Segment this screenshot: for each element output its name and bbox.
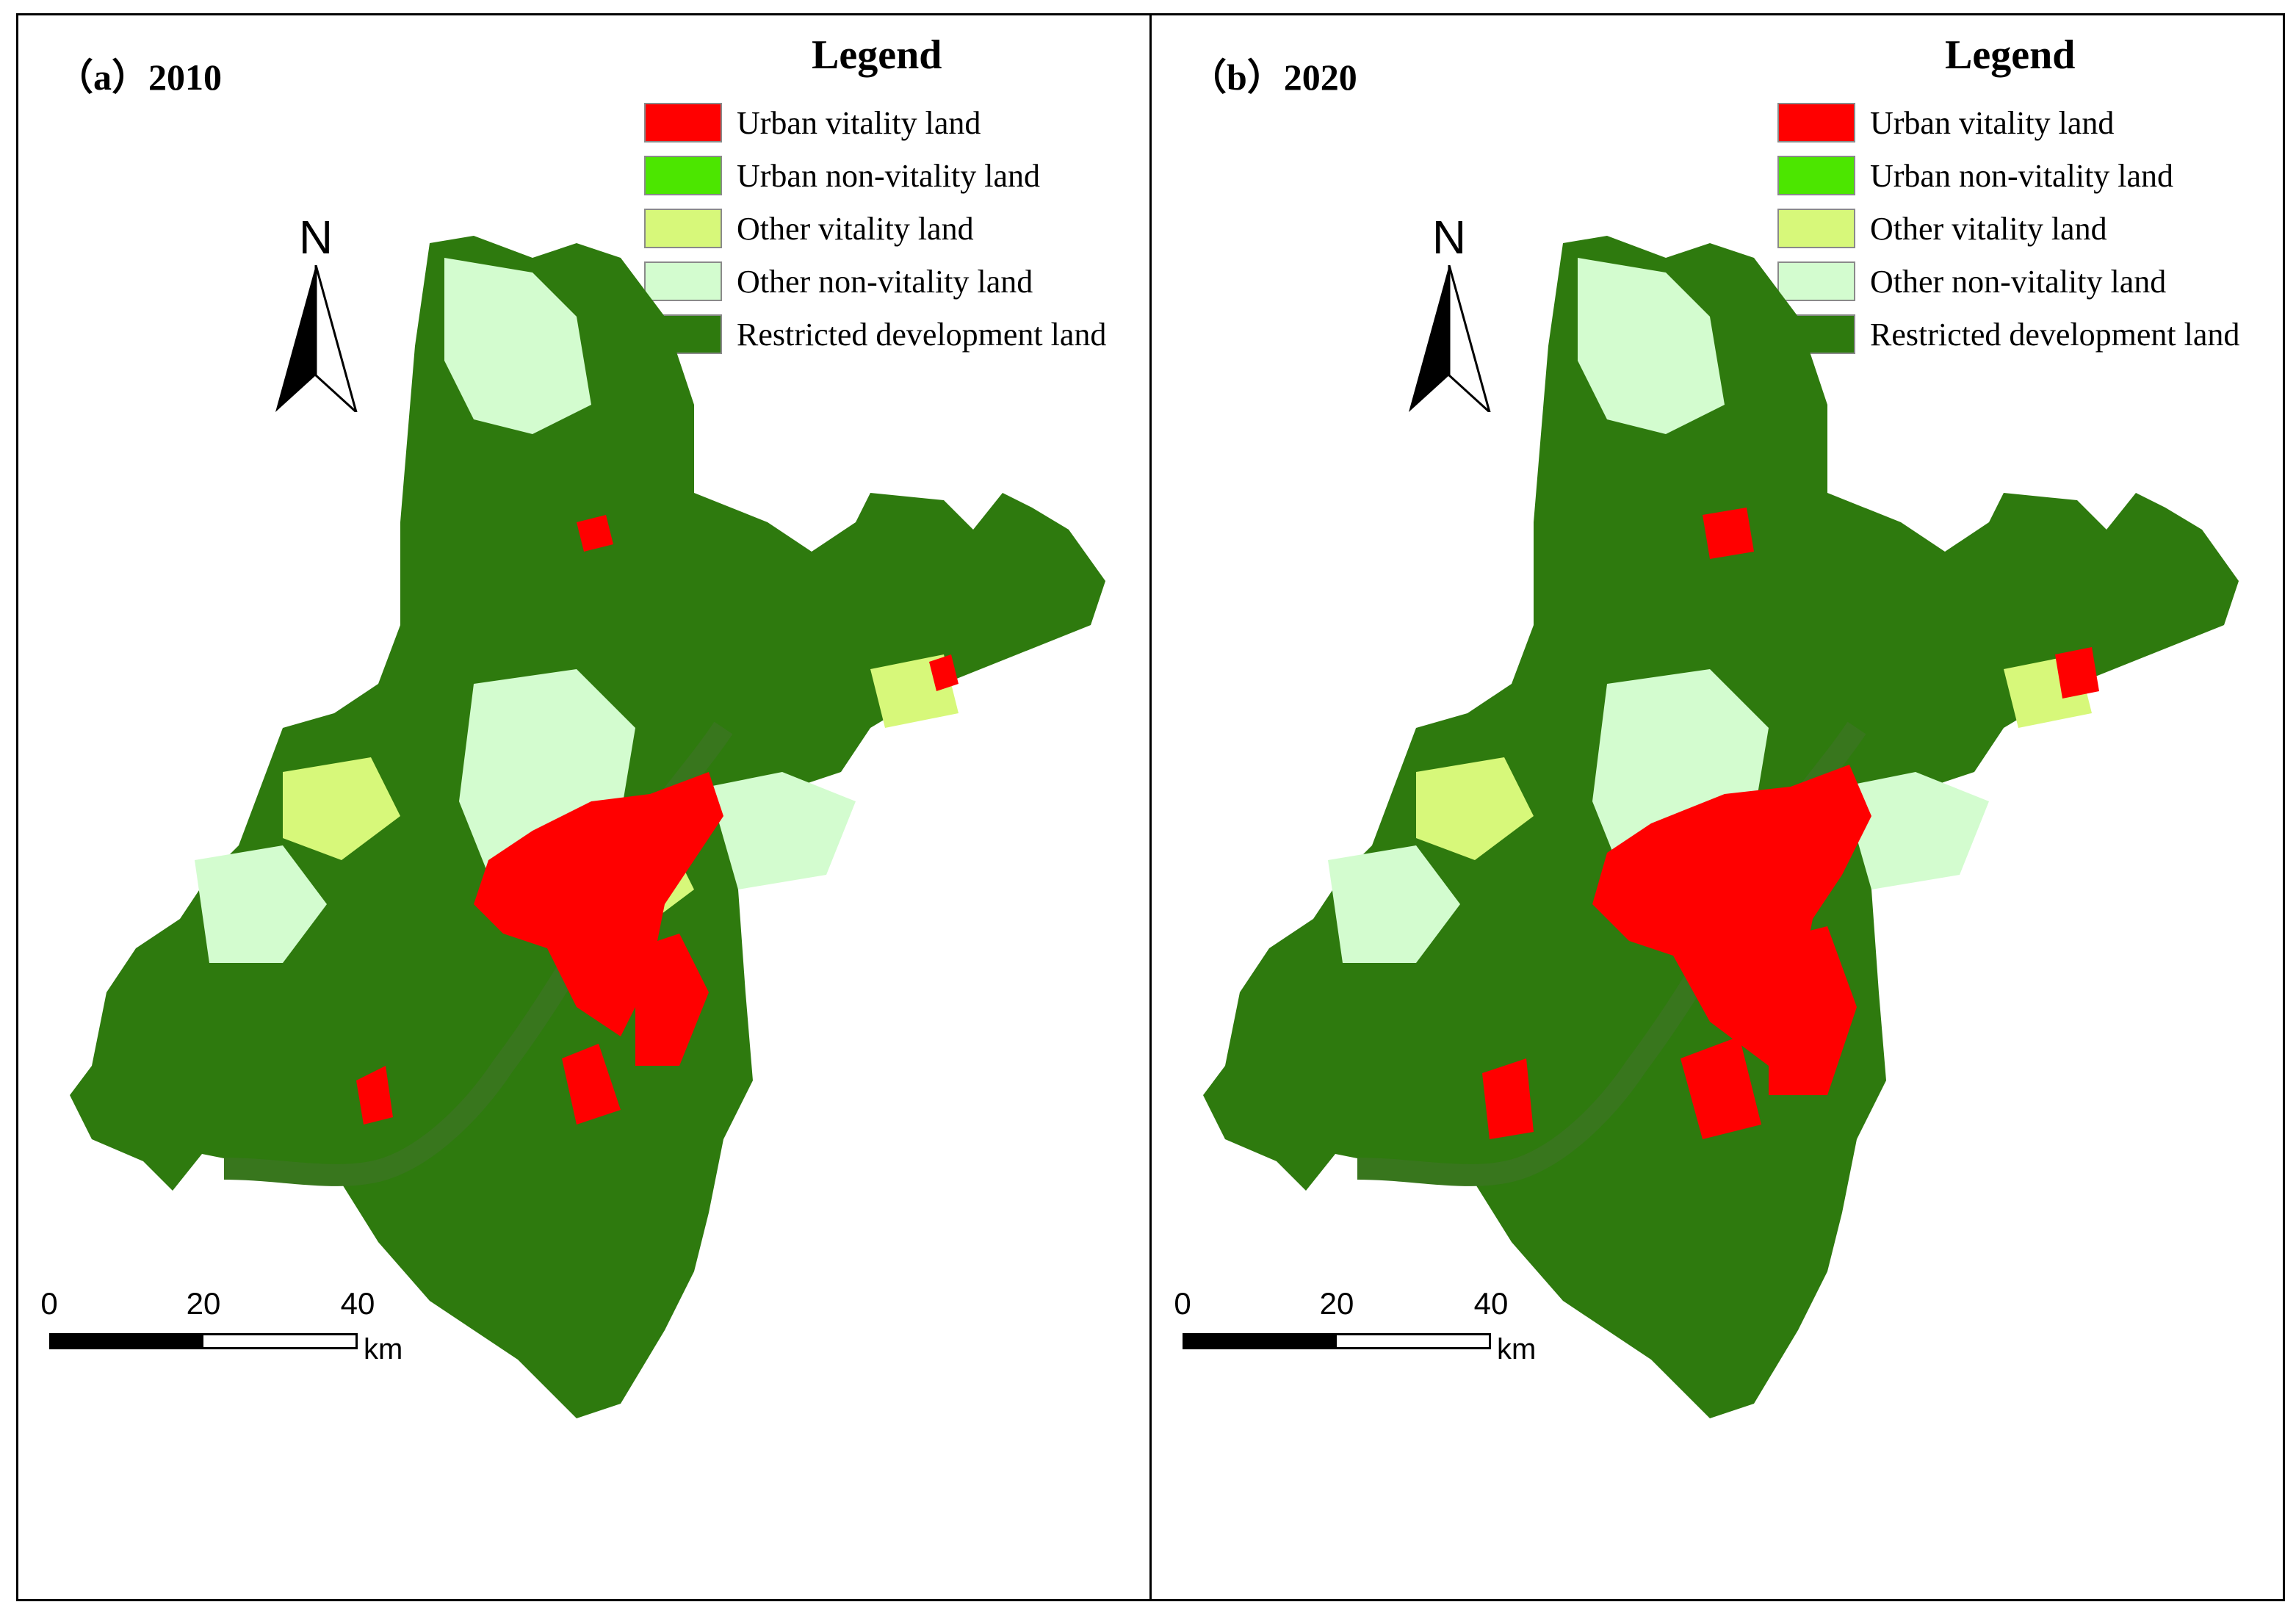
legend-item-urban-vitality: Urban vitality land [644, 96, 1106, 149]
legend-item-urban-non-vitality: Urban non-vitality land [644, 149, 1106, 202]
legend-swatch [644, 103, 722, 142]
scale-bar-outline [49, 1333, 358, 1349]
legend-item-other-vitality: Other vitality land [1777, 202, 2239, 255]
urban-vitality-core [474, 772, 723, 1036]
north-arrow: N [261, 214, 371, 412]
legend-swatch [1777, 209, 1855, 248]
map-panel-2020: （b）2020 Legend Urban vitality land Urban… [1149, 13, 2285, 1601]
scale-bar-outline [1183, 1333, 1491, 1349]
urban-vitality-patch [1703, 508, 1754, 559]
scale-unit: km [364, 1333, 403, 1365]
north-arrow: N [1394, 214, 1504, 412]
scale-tick: 40 [1473, 1286, 1509, 1321]
legend-item-other-non-vitality: Other non-vitality land [1777, 255, 2239, 308]
legend-label: Other vitality land [1870, 210, 2107, 247]
legend-swatch [1777, 103, 1855, 142]
urban-vitality-patch [562, 1044, 621, 1125]
panel-title: （b）2020 [1190, 57, 1357, 98]
other-non-vitality-area [444, 258, 591, 434]
legend: Urban vitality land Urban non-vitality l… [644, 96, 1106, 361]
legend-swatch [644, 209, 722, 248]
legend-label: Restricted development land [737, 316, 1107, 353]
other-vitality-area [283, 757, 400, 860]
other-vitality-area [1416, 757, 1534, 860]
scale-bar-fill [1185, 1335, 1337, 1347]
legend-label: Urban non-vitality land [1870, 157, 2174, 194]
scale-bar: 0 20 40 km [33, 1286, 415, 1374]
north-label: N [298, 211, 333, 264]
urban-vitality-patch [2055, 647, 2099, 699]
other-non-vitality-area [1328, 845, 1460, 963]
scale-tick: 0 [1174, 1286, 1191, 1321]
urban-vitality-patch [1482, 1058, 1534, 1139]
north-arrow-icon [275, 265, 358, 412]
north-label: N [1432, 211, 1467, 264]
legend-swatch [1777, 156, 1855, 195]
urban-vitality-patch [1681, 1036, 1761, 1139]
legend-swatch [1777, 261, 1855, 301]
other-non-vitality-area [1842, 772, 1989, 890]
other-non-vitality-area [709, 772, 856, 890]
urban-vitality-patch [577, 515, 613, 552]
scale-tick: 20 [1319, 1286, 1354, 1321]
scale-bar-fill [51, 1335, 203, 1347]
legend-label: Other non-vitality land [1870, 263, 2167, 300]
urban-vitality-patch [1769, 926, 1857, 1095]
other-non-vitality-area [195, 845, 327, 963]
legend-label: Urban non-vitality land [737, 157, 1041, 194]
legend-label: Other vitality land [737, 210, 974, 247]
panel-title: （a）2010 [57, 57, 222, 98]
legend: Urban vitality land Urban non-vitality l… [1777, 96, 2239, 361]
legend-item-other-vitality: Other vitality land [644, 202, 1106, 255]
legend-item-urban-non-vitality: Urban non-vitality land [1777, 149, 2239, 202]
legend-item-other-non-vitality: Other non-vitality land [644, 255, 1106, 308]
scale-tick: 0 [40, 1286, 58, 1321]
legend-label: Urban vitality land [1870, 104, 2115, 141]
legend-swatch [644, 261, 722, 301]
land-use-map [1203, 236, 2239, 1418]
urban-vitality-core [1592, 765, 1871, 1066]
urban-vitality-patch [635, 934, 709, 1066]
scale-unit: km [1497, 1333, 1537, 1365]
urban-vitality-patch [356, 1066, 393, 1125]
legend-title: Legend [1945, 32, 2076, 78]
scale-tick: 20 [186, 1286, 221, 1321]
other-non-vitality-area [1578, 258, 1725, 434]
scale-bar: 0 20 40 km [1166, 1286, 1548, 1374]
land-use-map [70, 236, 1105, 1418]
map-panel-2010: （a）2010 Legend Urban vitality land Urban… [16, 13, 1152, 1601]
legend-item-urban-vitality: Urban vitality land [1777, 96, 2239, 149]
legend-swatch [644, 156, 722, 195]
north-arrow-icon [1409, 265, 1491, 412]
urban-vitality-patch [929, 654, 959, 691]
legend-title: Legend [812, 32, 942, 78]
scale-tick: 40 [340, 1286, 375, 1321]
legend-label: Other non-vitality land [737, 263, 1033, 300]
legend-label: Restricted development land [1870, 316, 2240, 353]
legend-label: Urban vitality land [737, 104, 981, 141]
